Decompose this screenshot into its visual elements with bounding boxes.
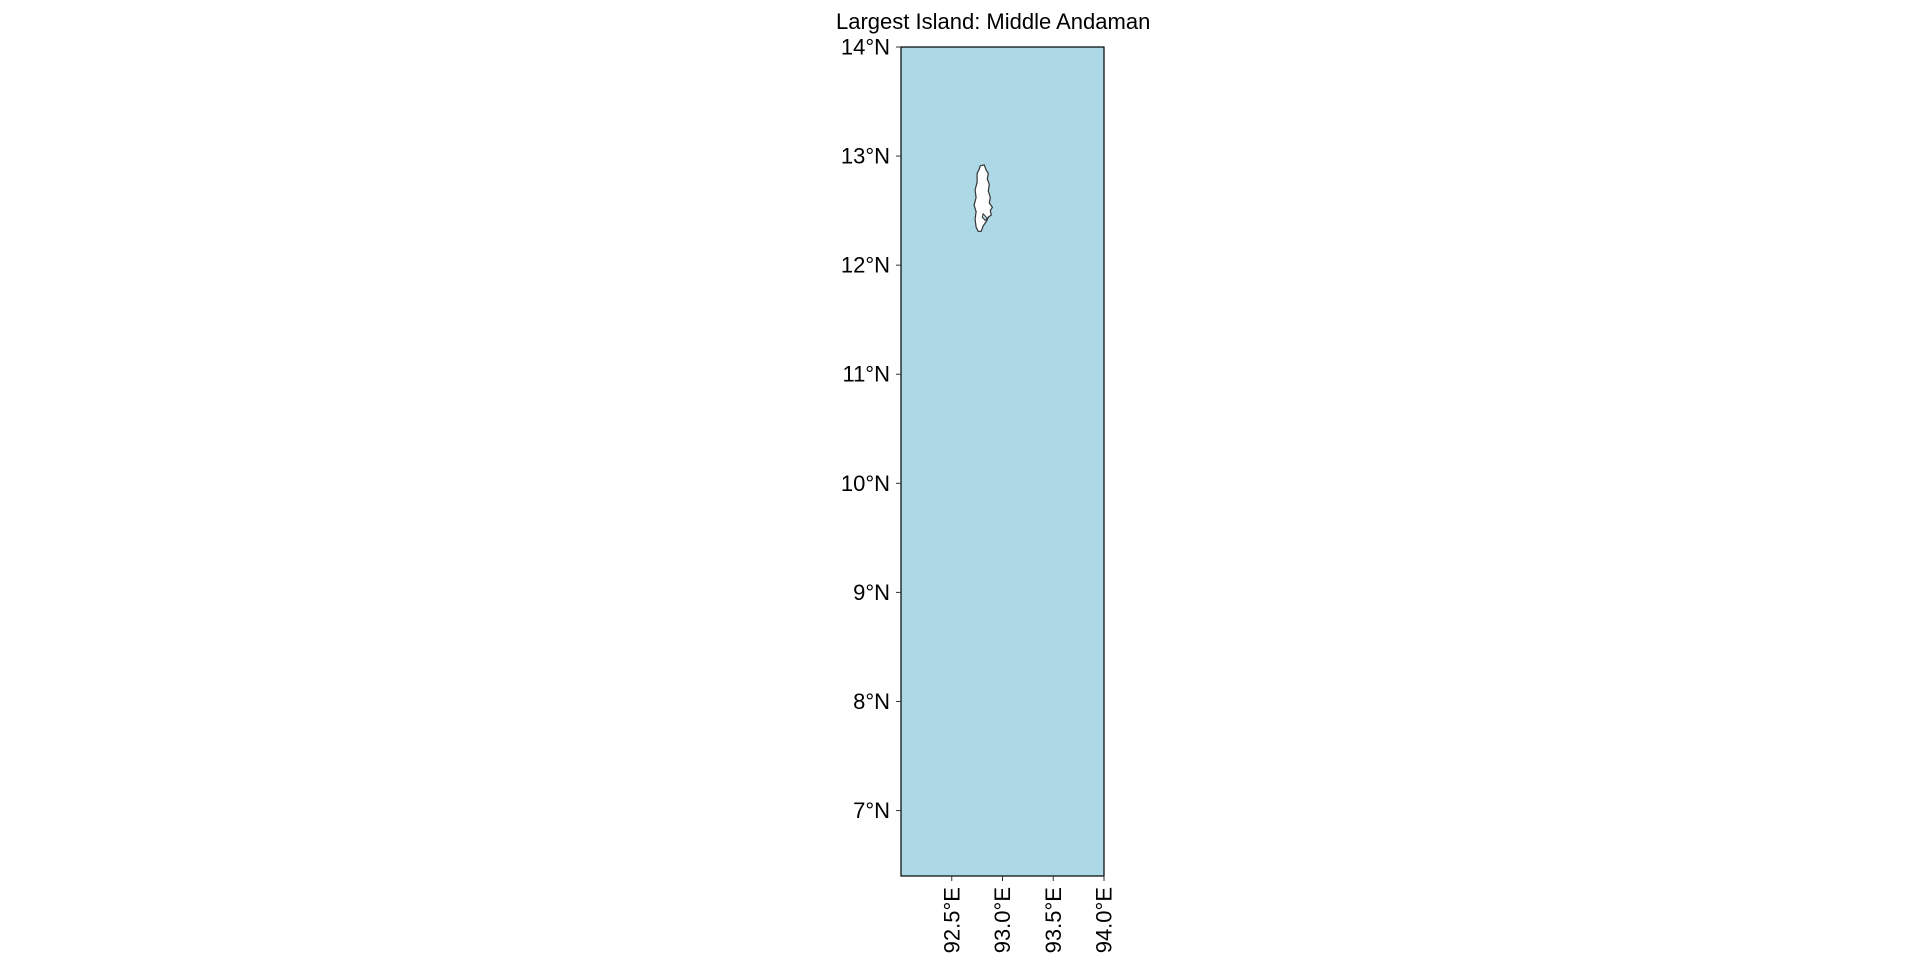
- lat-tick-label: 12°N: [841, 253, 890, 278]
- lat-tick-label: 11°N: [842, 362, 890, 387]
- longitude-axis: 92.5°E 93.0°E 93.5°E 94.0°E: [939, 876, 1117, 953]
- lon-tick-label: 93.0°E: [990, 887, 1015, 953]
- lat-tick-label: 14°N: [841, 35, 890, 60]
- lon-tick-label: 92.5°E: [939, 887, 964, 953]
- lat-tick-label: 8°N: [853, 689, 890, 714]
- lat-tick-label: 13°N: [841, 144, 890, 169]
- lon-tick-label: 93.5°E: [1041, 887, 1066, 953]
- island-inlet: [981, 212, 990, 222]
- latitude-axis: 14°N 13°N 12°N 11°N 10°N 9°N 8°N 7°N: [841, 35, 901, 823]
- lon-tick-label: 94.0°E: [1092, 887, 1117, 953]
- map-title: Largest Island: Middle Andaman: [836, 9, 1150, 34]
- lat-tick-label: 9°N: [853, 580, 890, 605]
- lat-tick-label: 7°N: [853, 798, 890, 823]
- lat-tick-label: 10°N: [841, 471, 890, 496]
- map-panel: [900, 46, 1105, 877]
- ocean-background: [901, 47, 1104, 876]
- island-middle-andaman: [973, 164, 993, 232]
